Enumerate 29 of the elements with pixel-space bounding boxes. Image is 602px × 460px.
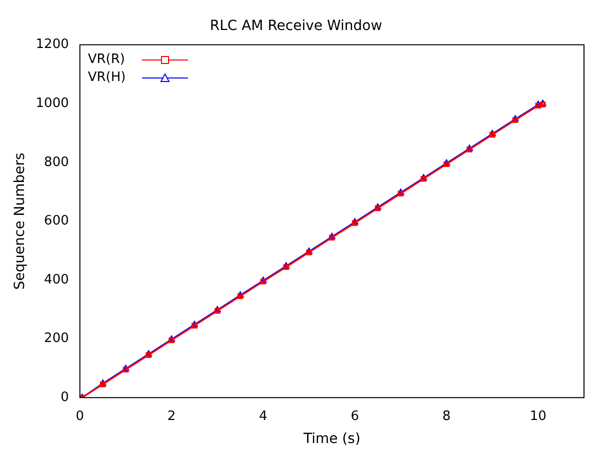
point — [466, 146, 472, 152]
point — [214, 308, 220, 314]
point — [192, 322, 198, 328]
y-tick-label: 1200 — [36, 37, 69, 52]
y-tick-label: 600 — [44, 214, 69, 229]
point — [540, 102, 546, 108]
point — [398, 190, 404, 196]
point — [146, 352, 152, 358]
x-tick-label: 0 — [76, 408, 84, 424]
point — [100, 382, 106, 388]
y-tick-label: 800 — [44, 154, 69, 170]
y-tick-label: 200 — [44, 331, 69, 346]
x-axis-title: Time (s) — [302, 431, 360, 448]
point — [260, 278, 266, 284]
point — [283, 264, 289, 270]
point — [512, 117, 518, 123]
x-tick-label: 6 — [350, 408, 359, 424]
x-tick-label: 10 — [530, 408, 546, 424]
y-tick-label: 400 — [44, 272, 69, 288]
x-tick-label: 8 — [442, 408, 451, 424]
chart-title: RLC AM Receive Window — [210, 18, 382, 34]
y-axis-title: Sequence Numbers — [12, 152, 28, 290]
x-tick-label: 2 — [167, 408, 176, 424]
legend-label: VR(R) — [88, 52, 126, 68]
y-tick-label: 1000 — [36, 96, 69, 111]
legend-label: VR(H) — [88, 70, 127, 86]
y-tick-label: 0 — [60, 390, 69, 405]
x-tick-label: 4 — [259, 408, 268, 424]
point — [352, 220, 358, 226]
